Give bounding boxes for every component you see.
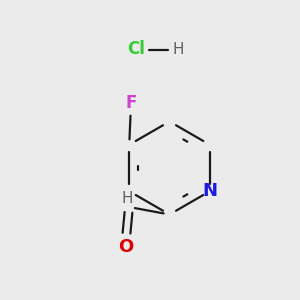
Text: Cl: Cl [128, 40, 146, 58]
Text: O: O [118, 238, 134, 256]
Text: N: N [202, 182, 217, 200]
Text: H: H [122, 191, 133, 206]
Text: H: H [172, 42, 184, 57]
Text: F: F [125, 94, 136, 112]
